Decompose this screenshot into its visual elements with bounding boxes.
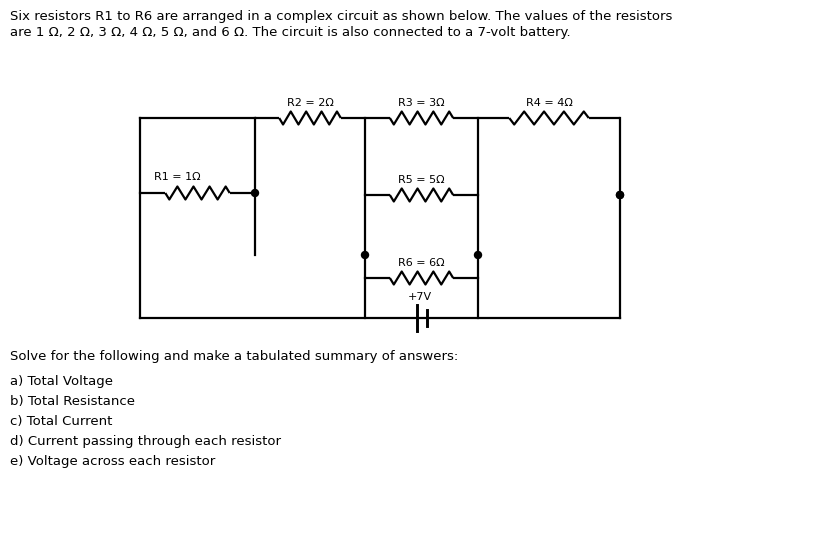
Text: R4 = 4Ω: R4 = 4Ω [525,98,572,108]
Text: +7V: +7V [407,292,432,302]
Text: R5 = 5Ω: R5 = 5Ω [398,175,445,185]
Text: are 1 Ω, 2 Ω, 3 Ω, 4 Ω, 5 Ω, and 6 Ω. The circuit is also connected to a 7-volt : are 1 Ω, 2 Ω, 3 Ω, 4 Ω, 5 Ω, and 6 Ω. Th… [10,26,571,39]
Circle shape [361,252,369,258]
Text: Six resistors R1 to R6 are arranged in a complex circuit as shown below. The val: Six resistors R1 to R6 are arranged in a… [10,10,672,23]
Text: R1 = 1Ω: R1 = 1Ω [154,172,201,182]
Text: a) Total Voltage: a) Total Voltage [10,375,113,388]
Text: e) Voltage across each resistor: e) Voltage across each resistor [10,455,215,468]
Text: Solve for the following and make a tabulated summary of answers:: Solve for the following and make a tabul… [10,350,458,363]
Circle shape [475,252,481,258]
Text: c) Total Current: c) Total Current [10,415,112,428]
Text: R2 = 2Ω: R2 = 2Ω [287,98,333,108]
Text: R3 = 3Ω: R3 = 3Ω [398,98,445,108]
Circle shape [617,192,623,199]
Circle shape [617,192,623,199]
Circle shape [251,189,259,197]
Text: R6 = 6Ω: R6 = 6Ω [398,258,445,268]
Text: b) Total Resistance: b) Total Resistance [10,395,135,408]
Text: d) Current passing through each resistor: d) Current passing through each resistor [10,435,281,448]
